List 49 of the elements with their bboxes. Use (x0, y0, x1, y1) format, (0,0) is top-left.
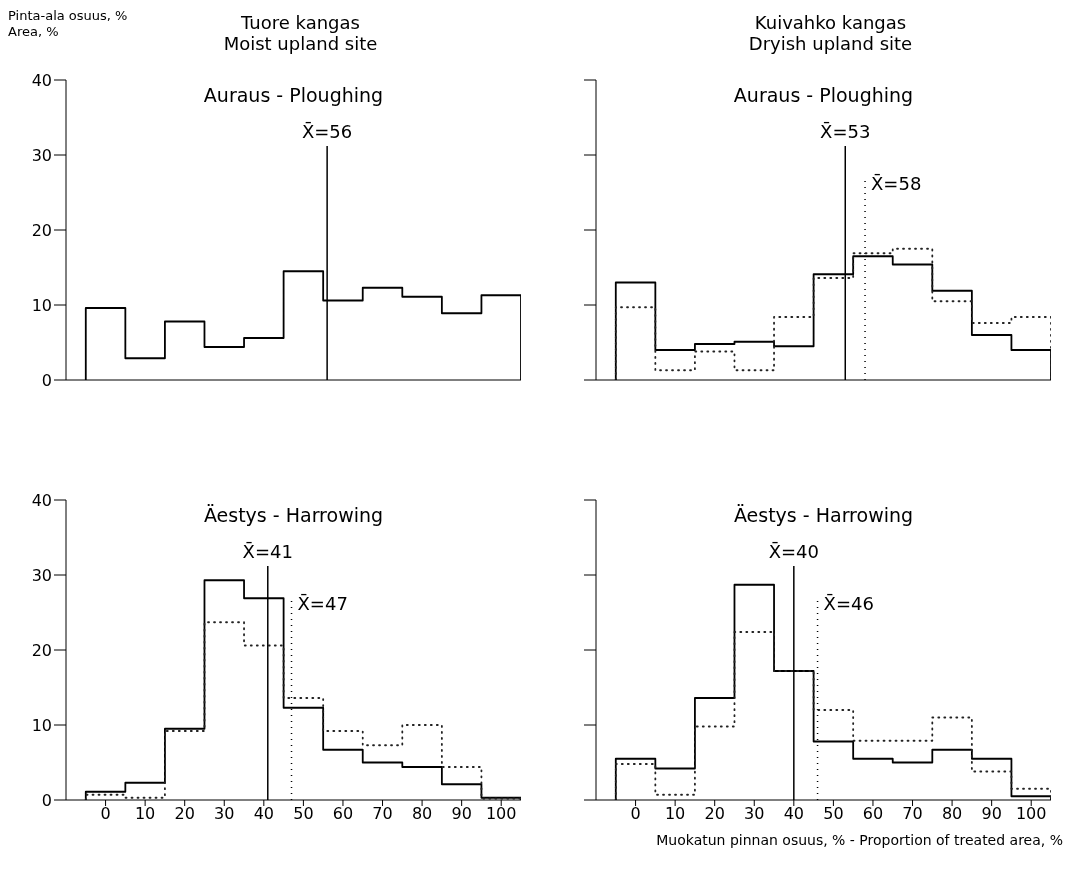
x-tick-label: 70 (372, 804, 393, 824)
x-tick-label: 0 (100, 804, 111, 824)
y-axis-title: Pinta-ala osuus, % Area, % (8, 8, 128, 40)
annotation: Auraus - Ploughing (732, 84, 915, 106)
ref-line-label: X̄=41 (242, 540, 293, 562)
y-tick-label: 10 (31, 295, 52, 315)
x-tick-label: 60 (862, 804, 884, 824)
x-tick-label: 70 (902, 804, 923, 824)
x-tick-label: 100 (485, 804, 517, 824)
x-tick-label: 90 (451, 804, 472, 824)
x-tick-label: 80 (411, 804, 433, 824)
y-tick-label: 0 (41, 790, 52, 810)
chart-title: Kuivahko kangas (753, 12, 908, 33)
x-tick-label: 40 (253, 804, 275, 824)
x-tick-label: 30 (214, 804, 235, 824)
ref-line-label: X̄=58 (871, 172, 922, 194)
annotation: Auraus - Ploughing (202, 84, 385, 106)
annotation: Äestys - Harrowing (732, 504, 915, 526)
ref-line-label: X̄=53 (820, 120, 871, 142)
x-tick-label: 90 (981, 804, 1002, 824)
x-tick-label: 10 (664, 804, 686, 824)
x-tick-label: 20 (174, 804, 195, 824)
ref-line-label: X̄=40 (768, 540, 819, 562)
chart-title: Tuore kangas (241, 12, 360, 33)
y-tick-label: 20 (31, 220, 52, 240)
y-tick-label: 30 (31, 145, 52, 165)
y-tick-label: 20 (31, 640, 52, 660)
x-tick-label: 80 (941, 804, 963, 824)
chart-subtitle: Moist upland site (222, 33, 379, 54)
x-tick-label: 40 (783, 804, 805, 824)
x-tick-label: 50 (823, 804, 844, 824)
x-tick-label: 60 (332, 804, 354, 824)
x-tick-label: 100 (1015, 804, 1047, 824)
y-tick-label: 0 (41, 370, 52, 390)
y-tick-label: 40 (31, 490, 52, 510)
y-tick-label: 40 (31, 70, 52, 90)
annotation: Äestys - Harrowing (202, 504, 385, 526)
ref-line-label: X̄=47 (297, 592, 348, 614)
y-tick-label: 10 (31, 715, 52, 735)
ref-line-label: X̄=46 (823, 592, 874, 614)
ref-line-label: X̄=56 (301, 120, 353, 142)
x-tick-label: 30 (744, 804, 765, 824)
x-tick-label: 50 (293, 804, 314, 824)
chart-subtitle: Dryish upland site (747, 33, 914, 54)
y-tick-label: 30 (31, 565, 52, 585)
x-tick-label: 0 (630, 804, 641, 824)
x-axis-title: Muokatun pinnan osuus, % - Proportion of treated area, % (656, 832, 1063, 848)
x-tick-label: 10 (134, 804, 156, 824)
x-tick-label: 20 (704, 804, 725, 824)
